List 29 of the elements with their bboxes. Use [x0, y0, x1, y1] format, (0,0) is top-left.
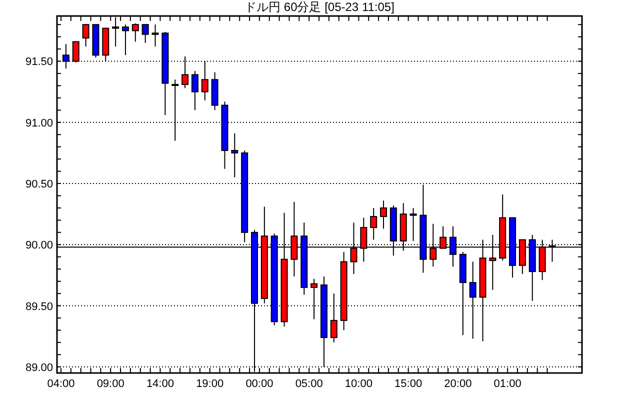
ytick: 89.50 — [25, 300, 53, 313]
title: ドル円 60分足 [05-23 11:05] — [244, 0, 394, 14]
candlestick — [122, 24, 129, 56]
xtick: 10:00 — [344, 378, 372, 390]
xtick: 00:00 — [246, 378, 274, 390]
candlestick — [191, 70, 198, 111]
xtick: 19:00 — [196, 378, 224, 390]
ytick: 90.00 — [25, 240, 53, 252]
xtick: 09:00 — [96, 378, 124, 390]
candlestick — [142, 24, 149, 44]
xtick: 04:00 — [47, 378, 75, 390]
candlestick — [152, 24, 159, 48]
ytick: 91.50 — [25, 56, 53, 68]
candlestick — [360, 217, 368, 262]
xtick: 05:00 — [295, 378, 323, 390]
candlestick — [380, 200, 388, 230]
candlestick — [82, 24, 90, 48]
candlestick — [489, 234, 496, 290]
ytick: 89.00 — [25, 362, 53, 374]
xtick: 15:00 — [394, 378, 422, 390]
xtick: 20:00 — [444, 378, 472, 390]
xtick: 14:00 — [146, 378, 174, 390]
candlestick — [231, 132, 238, 178]
candlestick — [410, 207, 417, 242]
candlestick — [370, 207, 378, 240]
ytick: 90.50 — [25, 178, 53, 190]
candlestick — [132, 22, 139, 42]
ytick: 91.00 — [25, 117, 53, 130]
xtick: 01:00 — [494, 378, 522, 390]
